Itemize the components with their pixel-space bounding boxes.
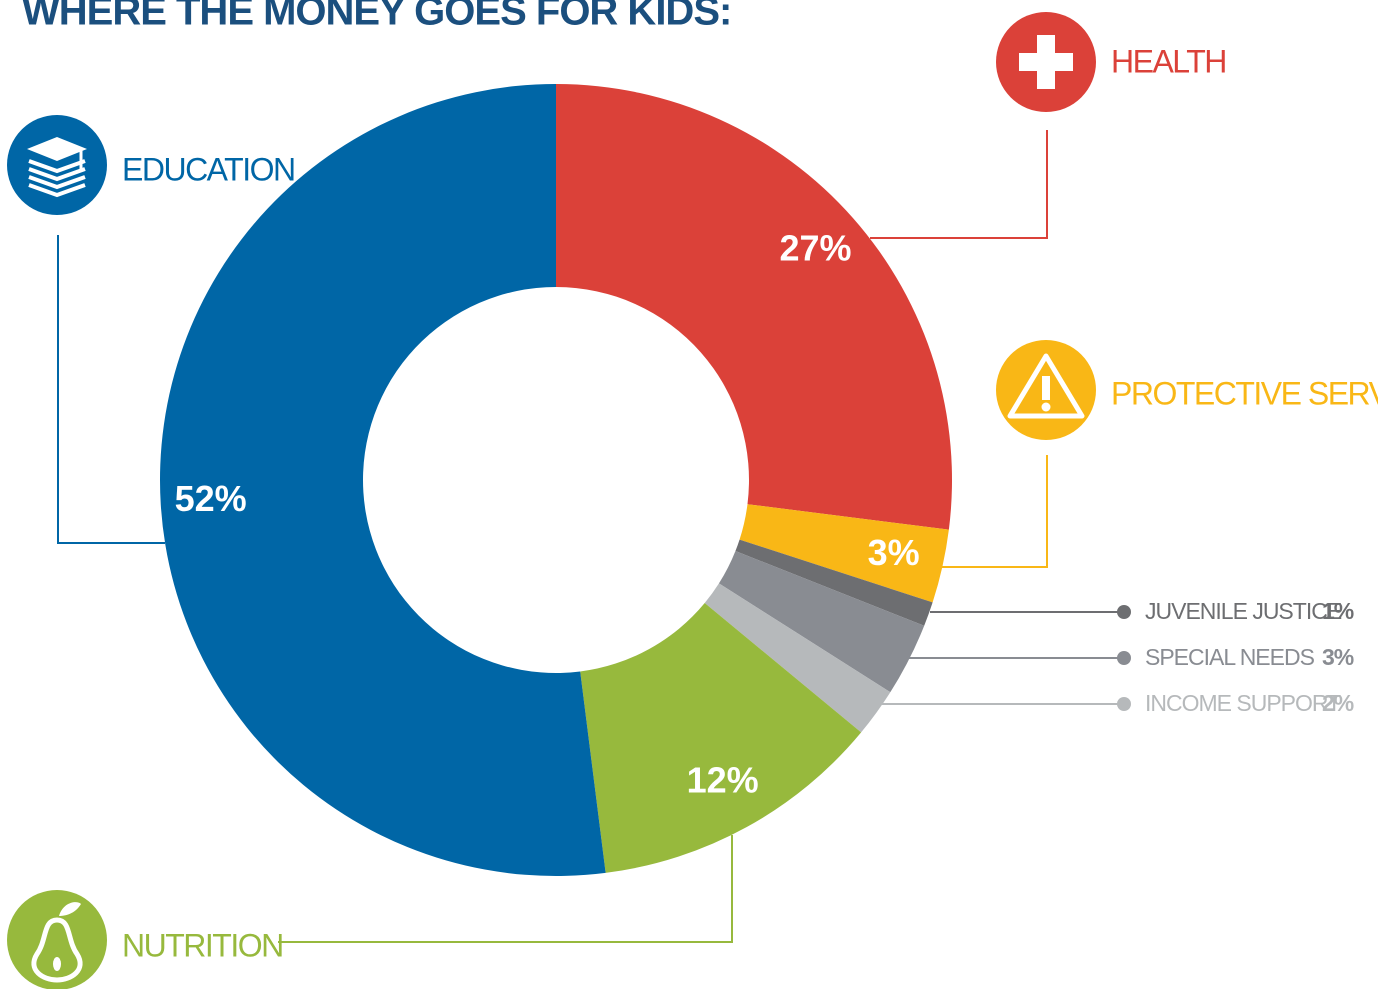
value-label: 2%: [1322, 690, 1354, 716]
icon-warning-dot: [1041, 402, 1051, 412]
icon-leaf: [59, 902, 81, 916]
value-label: 3%: [868, 532, 920, 573]
icon-cap: [27, 137, 87, 161]
category-icon: [7, 115, 107, 215]
icon-pear: [31, 917, 83, 983]
icon-warning-mark: [1042, 376, 1050, 400]
legend-dot: [1117, 697, 1131, 711]
icon-cross: [1019, 35, 1073, 89]
chart-title: WHERE THE MONEY GOES FOR KIDS:: [22, 0, 731, 34]
value-label: 1%: [1322, 598, 1354, 624]
icon-book: [28, 175, 86, 190]
donut-slice: [556, 84, 953, 530]
category-name: SPECIAL NEEDS: [1145, 644, 1315, 670]
value-label: 27%: [780, 228, 852, 269]
icon-circle: [7, 890, 107, 989]
leader-line: [278, 835, 733, 943]
icon-circle: [7, 115, 107, 215]
donut-slice: [160, 84, 606, 876]
leader-line: [940, 455, 1048, 568]
leader-line: [57, 235, 165, 544]
donut-slice: [718, 551, 925, 693]
icon-book: [28, 159, 86, 174]
value-label: 3%: [1322, 644, 1354, 670]
donut-slice: [735, 539, 933, 626]
legend-dot: [1117, 651, 1131, 665]
donut-slice: [739, 504, 949, 603]
category-name: EDUCATION: [122, 151, 295, 187]
category-icon: [7, 890, 107, 989]
category-name: NUTRITION: [122, 927, 283, 963]
icon-seed: [53, 957, 61, 971]
icon-book: [28, 167, 86, 182]
category-icon: [996, 340, 1096, 440]
category-name: INCOME SUPPORT: [1145, 690, 1341, 716]
leader-line: [870, 130, 1048, 239]
value-label: 12%: [687, 760, 759, 801]
donut-slice: [580, 603, 862, 873]
category-name: JUVENILE JUSTICE: [1145, 598, 1342, 624]
icon-warning: [1007, 353, 1085, 419]
donut-slice: [704, 583, 891, 733]
category-icon: [996, 12, 1096, 112]
icon-book: [28, 183, 86, 198]
category-name: HEALTH: [1111, 43, 1226, 79]
legend-dot: [1117, 605, 1131, 619]
value-label: 52%: [175, 478, 247, 519]
category-name: PROTECTIVE SERVICES: [1111, 375, 1378, 411]
